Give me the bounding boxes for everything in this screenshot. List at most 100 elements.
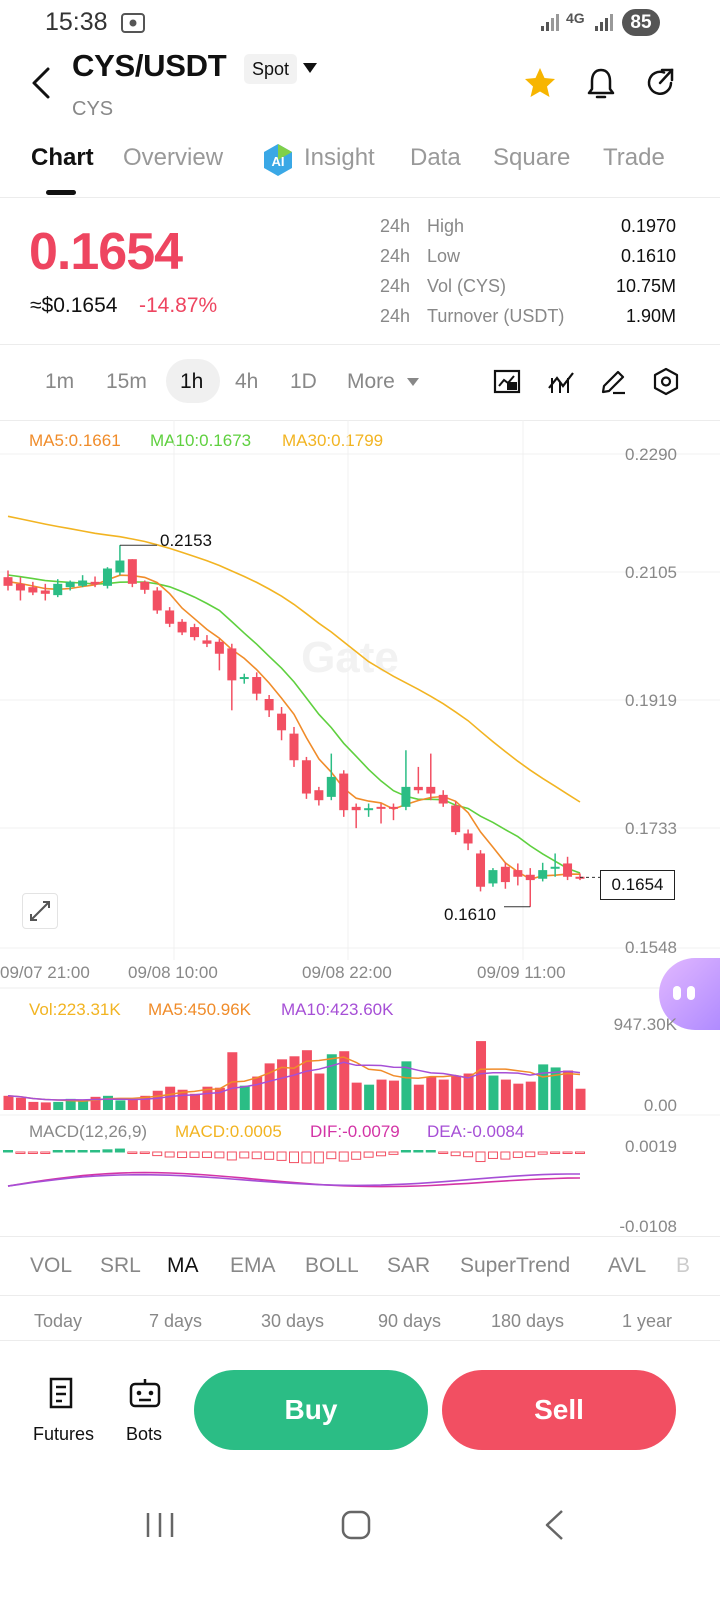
volume-bar — [15, 1097, 26, 1110]
draw-pen-icon[interactable] — [599, 368, 627, 396]
settings-icon[interactable] — [652, 367, 680, 397]
share-icon[interactable] — [644, 66, 678, 100]
bell-icon[interactable] — [585, 66, 617, 100]
sell-button[interactable]: Sell — [442, 1370, 676, 1450]
status-time: 15:38 — [45, 8, 108, 36]
tab-insight[interactable]: Insight — [304, 144, 375, 171]
candle — [488, 870, 498, 884]
volume-bar — [575, 1088, 586, 1110]
price-chart[interactable]: Gate — [0, 420, 720, 1250]
interval-1h[interactable]: 1h — [180, 370, 204, 393]
macd-title: MACD(12,26,9) — [29, 1122, 148, 1141]
assistant-icon — [673, 986, 695, 1000]
macd-histogram-bar — [77, 1150, 88, 1153]
volume-bar — [500, 1079, 511, 1110]
candle — [426, 786, 436, 794]
indicator-avl[interactable]: AVL — [608, 1254, 647, 1277]
futures-button[interactable]: Futures — [30, 1374, 96, 1446]
bots-button[interactable]: Bots — [124, 1374, 174, 1446]
assistant-floating-button[interactable] — [659, 958, 720, 1030]
macd-histogram-bar — [550, 1151, 561, 1154]
candle — [451, 805, 461, 833]
high-marker: 0.2153 — [160, 531, 212, 550]
volume-bar — [165, 1086, 176, 1110]
network-type: 4G — [566, 10, 585, 26]
interval-4h[interactable]: 4h — [235, 370, 259, 393]
home-icon[interactable] — [340, 1509, 372, 1541]
volume-bar — [314, 1073, 325, 1110]
indicator-srl[interactable]: SRL — [100, 1254, 141, 1277]
macd-top-label: 0.0019 — [625, 1137, 677, 1156]
indicator-boll[interactable]: BOLL — [305, 1254, 359, 1277]
tab-data[interactable]: Data — [410, 144, 461, 171]
date-axis-label: 09/07 21:00 — [0, 963, 90, 982]
buy-button[interactable]: Buy — [194, 1370, 428, 1450]
candle — [65, 581, 75, 588]
volume-bar — [413, 1084, 424, 1110]
expand-chart-button[interactable] — [22, 893, 58, 929]
more-chevron-icon[interactable] — [406, 377, 420, 387]
period-90-days[interactable]: 90 days — [378, 1311, 442, 1331]
interval-1m[interactable]: 1m — [45, 370, 75, 393]
current-price-tag: 0.1654 — [600, 870, 675, 900]
market-type-badge[interactable]: Spot — [244, 54, 298, 84]
date-axis-label: 09/09 11:00 — [477, 963, 566, 982]
stat-value-turnover: 1.90M — [625, 306, 676, 326]
tab-overview[interactable]: Overview — [123, 144, 224, 171]
indicator-more[interactable]: B — [676, 1254, 691, 1277]
candle — [463, 833, 473, 844]
period-7-days[interactable]: 7 days — [149, 1311, 203, 1331]
indicator-vol[interactable]: VOL — [30, 1254, 73, 1277]
indicator-sar[interactable]: SAR — [387, 1254, 431, 1277]
candle — [252, 677, 262, 694]
candle — [438, 794, 448, 804]
tab-square[interactable]: Square — [493, 144, 571, 171]
stat-label-high: High — [427, 216, 465, 236]
base-currency: CYS — [72, 98, 114, 120]
macd-histogram-bar — [102, 1149, 113, 1153]
tab-trade[interactable]: Trade — [603, 144, 665, 171]
chart-type-icon[interactable] — [493, 368, 521, 396]
candle — [314, 790, 324, 801]
period-180-days[interactable]: 180 days — [491, 1311, 565, 1331]
period-today[interactable]: Today — [34, 1311, 83, 1331]
interval-more[interactable]: More — [347, 370, 395, 393]
battery-indicator: 85 — [622, 9, 660, 36]
candle — [500, 866, 510, 883]
indicators-icon[interactable] — [547, 368, 575, 396]
macd-histogram-bar — [326, 1151, 337, 1160]
period-1-year[interactable]: 1 year — [622, 1311, 673, 1331]
divider — [0, 197, 720, 198]
volume-bar — [351, 1082, 362, 1110]
candle — [525, 874, 535, 881]
indicator-supertrend[interactable]: SuperTrend — [460, 1254, 571, 1277]
macd-histogram-bar — [301, 1151, 312, 1164]
chevron-down-icon[interactable] — [302, 62, 318, 74]
interval-1d[interactable]: 1D — [290, 370, 317, 393]
period-30-days[interactable]: 30 days — [261, 1311, 325, 1331]
candle — [277, 713, 287, 731]
macd-histogram-bar — [413, 1150, 424, 1153]
volume-bar — [438, 1079, 449, 1110]
volume-bar — [78, 1100, 89, 1110]
macd-histogram-bar — [400, 1150, 411, 1153]
candle — [339, 773, 349, 811]
tab-chart[interactable]: Chart — [31, 144, 94, 171]
stat-period: 24h — [380, 216, 411, 236]
favorite-star-icon[interactable] — [523, 66, 557, 100]
recent-apps-icon[interactable] — [144, 1510, 176, 1540]
back-arrow-icon[interactable] — [28, 66, 54, 100]
volume-bar — [289, 1056, 300, 1110]
candle — [264, 699, 274, 711]
back-nav-icon[interactable] — [540, 1508, 568, 1542]
dif-value: DIF:-0.0079 — [310, 1122, 400, 1141]
interval-15m[interactable]: 15m — [106, 370, 147, 393]
macd-histogram-bar — [226, 1151, 237, 1161]
futures-label: Futures — [33, 1424, 95, 1444]
indicator-ema[interactable]: EMA — [230, 1254, 276, 1277]
indicator-ma[interactable]: MA — [167, 1254, 199, 1277]
pair-title[interactable]: CYS/USDT — [72, 48, 227, 83]
candle — [401, 786, 411, 807]
volume-bar — [102, 1095, 113, 1110]
macd-histogram-bar — [438, 1151, 449, 1154]
